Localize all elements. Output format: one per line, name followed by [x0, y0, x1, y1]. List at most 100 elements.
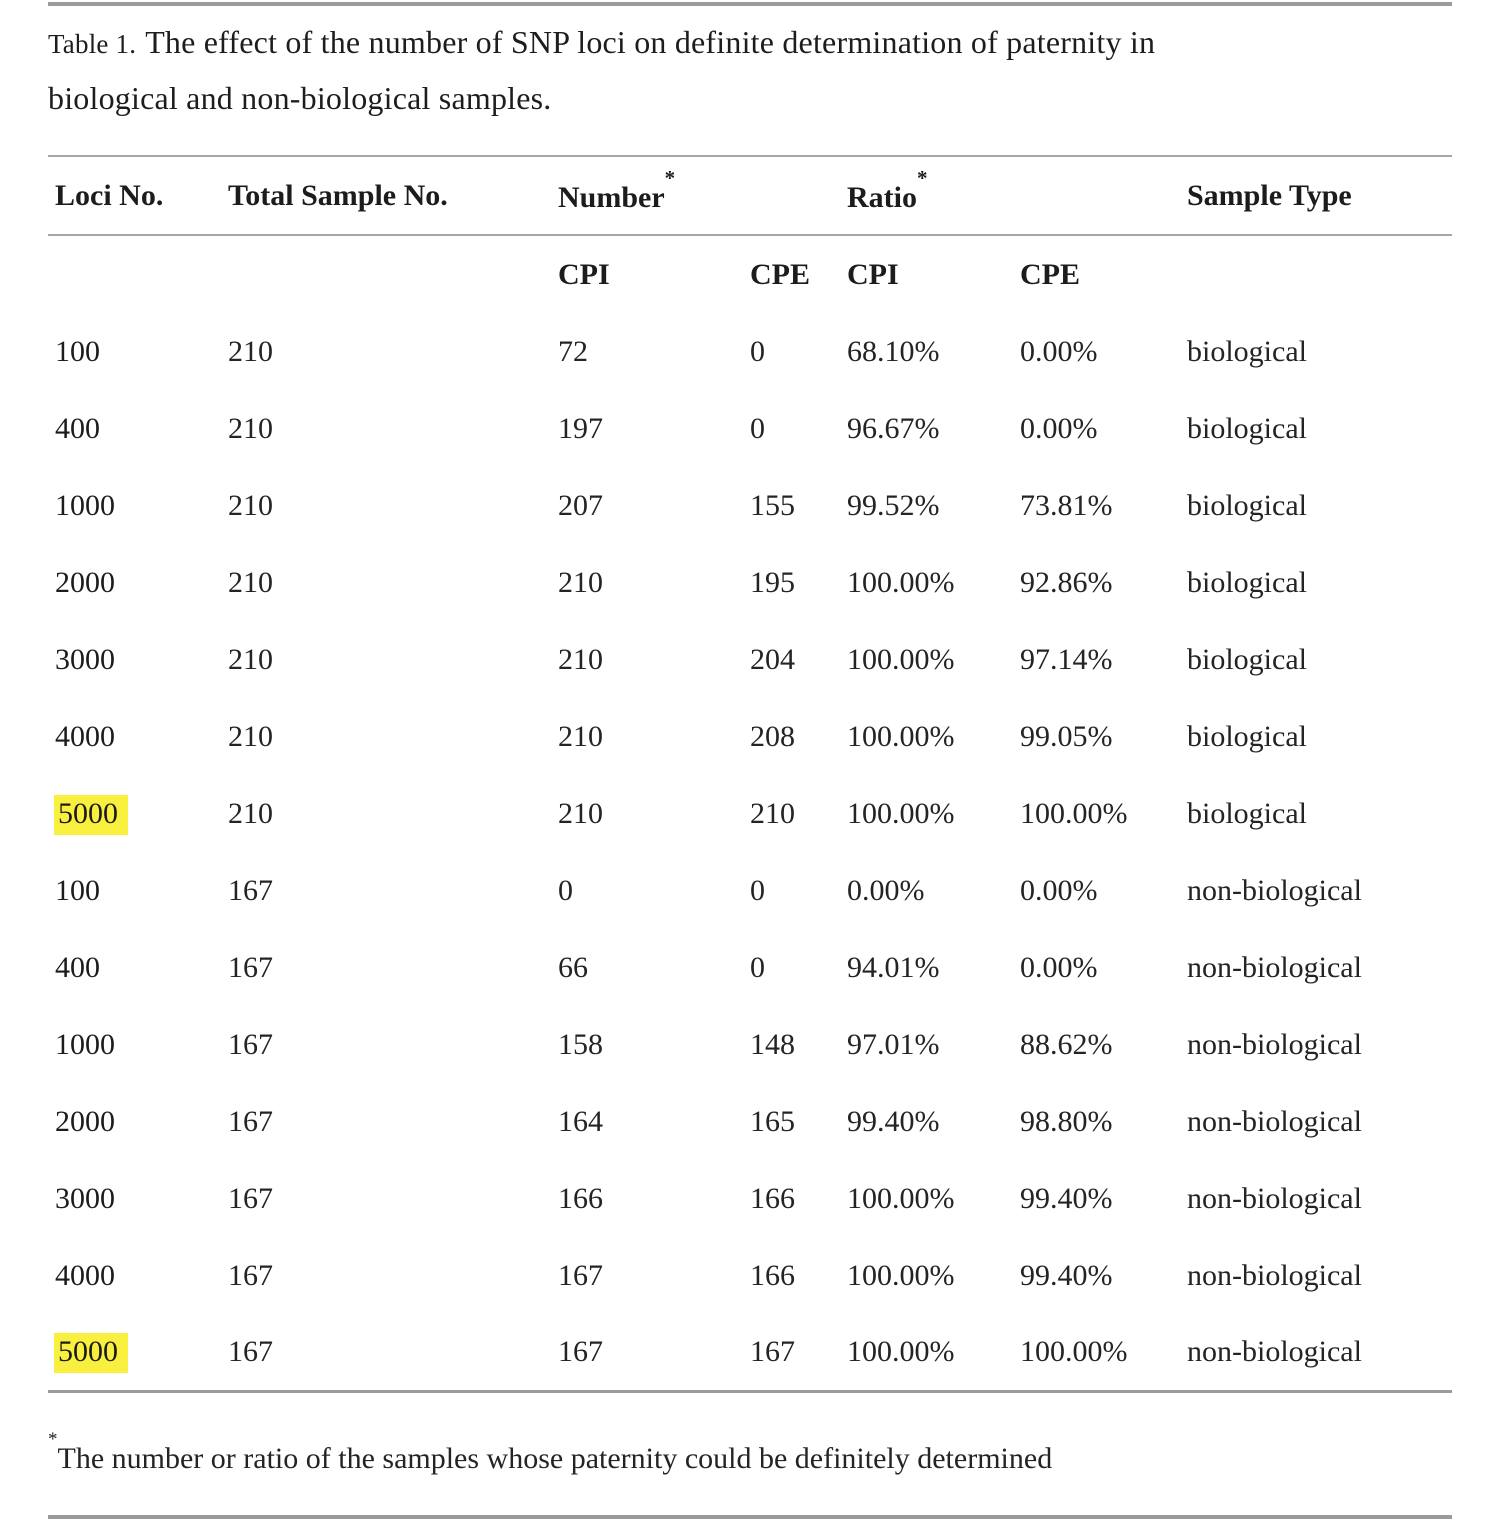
cell-number-cpi: 207 [558, 488, 603, 522]
cell-loci-no: 100 [55, 873, 100, 907]
table-row: 1000 210 207 155 99.52% 73.81% biologica… [48, 467, 1452, 544]
cell-total-sample-no: 167 [228, 1027, 273, 1061]
cell-ratio-cpi: 99.52% [847, 488, 940, 522]
cell-number-cpe: 166 [750, 1258, 795, 1292]
highlight-mark: 5000 [54, 794, 128, 835]
cell-ratio-cpe: 100.00% [1020, 796, 1128, 830]
cell-number-cpi: 166 [558, 1181, 603, 1215]
table-row: 3000 167 166 166 100.00% 99.40% non-biol… [48, 1160, 1452, 1237]
cell-loci-no: 2000 [55, 565, 115, 599]
subheader-spacer-3 [1180, 235, 1452, 313]
subheader-ratio-cpi: CPI [847, 257, 899, 291]
cell-number-cpi: 164 [558, 1104, 603, 1138]
subheader-row: CPI CPE CPI CPE [48, 235, 1452, 313]
subheader-spacer-1 [48, 235, 221, 313]
cell-loci-no: 400 [55, 950, 100, 984]
table-caption: Table 1. The effect of the number of SNP … [48, 15, 1452, 125]
cell-sample-type: biological [1187, 642, 1307, 676]
cell-number-cpe: 165 [750, 1104, 795, 1138]
highlight-mark: 5000 [54, 1332, 128, 1373]
cell-number-cpi: 210 [558, 796, 603, 830]
asterisk-mark: * [917, 165, 928, 190]
header-ratio: Ratio* [840, 156, 1013, 235]
cell-loci-no: 5000 [48, 775, 221, 852]
cell-total-sample-no: 210 [228, 411, 273, 445]
table-row: 1000 167 158 148 97.01% 88.62% non-biolo… [48, 1006, 1452, 1083]
cell-ratio-cpe: 0.00% [1020, 950, 1098, 984]
cell-loci-no: 3000 [55, 1181, 115, 1215]
cell-number-cpe: 155 [750, 488, 795, 522]
cell-number-cpi: 167 [558, 1334, 603, 1368]
subheader-ratio-cpe: CPE [1020, 257, 1080, 291]
cell-loci-no: 5000 [48, 1314, 221, 1391]
cell-total-sample-no: 167 [228, 950, 273, 984]
bottom-rule [48, 1514, 1452, 1519]
cell-number-cpe: 167 [750, 1334, 795, 1368]
cell-number-cpi: 210 [558, 719, 603, 753]
caption-line-1: The effect of the number of SNP loci on … [145, 24, 1156, 60]
cell-ratio-cpi: 100.00% [847, 796, 955, 830]
header-spacer-2 [1013, 156, 1180, 235]
footnote-asterisk: * [48, 1428, 58, 1450]
header-spacer-1 [743, 156, 840, 235]
footnote-text: The number or ratio of the samples whose… [57, 1441, 1053, 1475]
cell-number-cpe: 0 [750, 950, 765, 984]
cell-loci-no: 4000 [55, 1258, 115, 1292]
cell-ratio-cpe: 99.40% [1020, 1258, 1113, 1292]
cell-number-cpe: 166 [750, 1181, 795, 1215]
cell-sample-type: non-biological [1187, 1104, 1362, 1138]
cell-ratio-cpi: 68.10% [847, 334, 940, 368]
table-row: 5000 210 210 210 100.00% 100.00% biologi… [48, 775, 1452, 852]
header-ratio-label: Ratio [847, 180, 917, 214]
table-figure: Table 1. The effect of the number of SNP … [48, 0, 1452, 1519]
cell-sample-type: non-biological [1187, 1258, 1362, 1292]
table-row: 400 167 66 0 94.01% 0.00% non-biological [48, 929, 1452, 1006]
cell-ratio-cpi: 100.00% [847, 1334, 955, 1368]
cell-sample-type: biological [1187, 796, 1307, 830]
cell-total-sample-no: 210 [228, 719, 273, 753]
cell-ratio-cpi: 100.00% [847, 719, 955, 753]
cell-ratio-cpi: 94.01% [847, 950, 940, 984]
header-sample-type: Sample Type [1187, 178, 1352, 212]
header-number-label: Number [558, 180, 665, 214]
cell-sample-type: biological [1187, 565, 1307, 599]
header-row: Loci No. Total Sample No. Number* Ratio*… [48, 156, 1452, 235]
cell-number-cpi: 197 [558, 411, 603, 445]
table-row: 5000 167 167 167 100.00% 100.00% non-bio… [48, 1314, 1452, 1391]
cell-ratio-cpi: 0.00% [847, 873, 925, 907]
caption-line-2: biological and non-biological samples. [48, 80, 552, 116]
cell-ratio-cpi: 100.00% [847, 642, 955, 676]
cell-ratio-cpi: 99.40% [847, 1104, 940, 1138]
cell-loci-no: 2000 [55, 1104, 115, 1138]
cell-sample-type: biological [1187, 411, 1307, 445]
cell-total-sample-no: 167 [228, 1258, 273, 1292]
table-row: 100 167 0 0 0.00% 0.00% non-biological [48, 852, 1452, 929]
table-row: 2000 167 164 165 99.40% 98.80% non-biolo… [48, 1083, 1452, 1160]
cell-sample-type: non-biological [1187, 1181, 1362, 1215]
cell-number-cpe: 208 [750, 719, 795, 753]
asterisk-mark: * [664, 165, 676, 190]
cell-total-sample-no: 210 [228, 796, 273, 830]
cell-ratio-cpe: 0.00% [1020, 873, 1098, 907]
cell-total-sample-no: 167 [228, 873, 273, 907]
cell-ratio-cpe: 73.81% [1020, 488, 1113, 522]
cell-ratio-cpi: 100.00% [847, 1258, 955, 1292]
header-loci-no: Loci No. [55, 178, 164, 212]
cell-loci-no: 100 [55, 334, 100, 368]
cell-sample-type: biological [1187, 334, 1307, 368]
table-row: 4000 210 210 208 100.00% 99.05% biologic… [48, 698, 1452, 775]
data-table: Loci No. Total Sample No. Number* Ratio*… [48, 155, 1452, 1393]
table-row: 400 210 197 0 96.67% 0.00% biological [48, 390, 1452, 467]
cell-sample-type: non-biological [1187, 873, 1362, 907]
table-row: 4000 167 167 166 100.00% 99.40% non-biol… [48, 1237, 1452, 1314]
cell-loci-no: 1000 [55, 488, 115, 522]
cell-total-sample-no: 167 [228, 1181, 273, 1215]
table-row: 3000 210 210 204 100.00% 97.14% biologic… [48, 621, 1452, 698]
cell-number-cpi: 72 [558, 334, 588, 368]
cell-number-cpe: 0 [750, 334, 765, 368]
cell-ratio-cpe: 97.14% [1020, 642, 1113, 676]
cell-ratio-cpi: 100.00% [847, 565, 955, 599]
cell-ratio-cpe: 99.05% [1020, 719, 1113, 753]
cell-sample-type: biological [1187, 719, 1307, 753]
